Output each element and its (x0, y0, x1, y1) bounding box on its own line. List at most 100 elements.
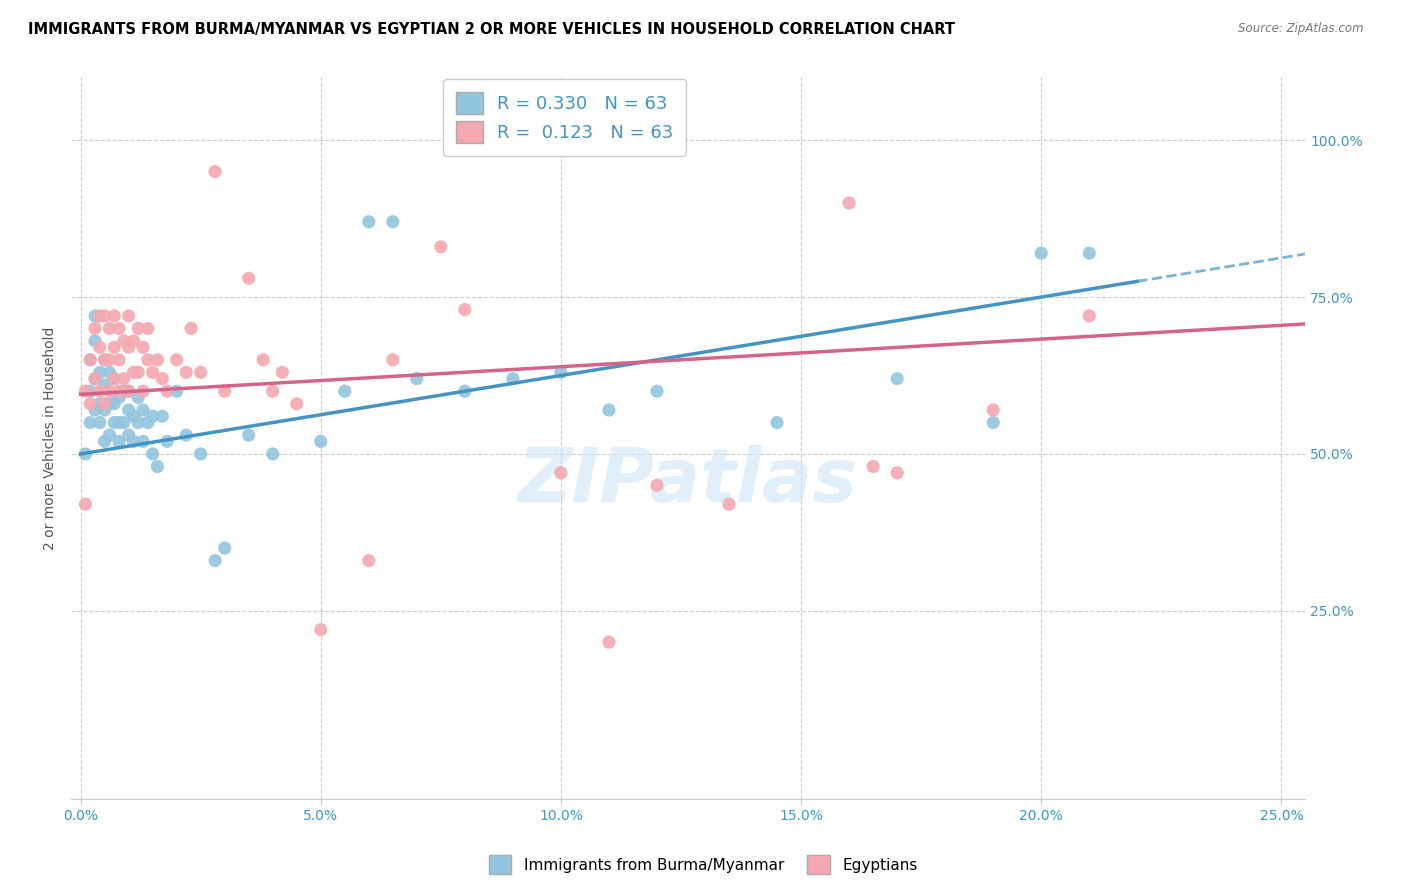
Point (204, 553, 226, 567)
Point (381, 215, 404, 229)
Point (174, 428, 197, 442)
Point (98, 384, 121, 399)
Point (98, 397, 121, 411)
Point (146, 459, 169, 474)
Point (89, 365, 111, 379)
Point (766, 416, 789, 430)
Point (886, 466, 908, 480)
Point (93, 434, 115, 449)
Point (112, 416, 135, 430)
Point (238, 271, 260, 285)
Point (103, 416, 125, 430)
Point (886, 371, 908, 385)
Point (127, 321, 149, 335)
Point (112, 334, 135, 348)
Point (79, 397, 101, 411)
Point (150, 409, 173, 424)
Point (166, 352, 188, 367)
Point (136, 321, 159, 335)
Point (108, 321, 131, 335)
Point (122, 434, 145, 449)
Point (103, 340, 125, 354)
Point (108, 434, 131, 449)
Point (117, 309, 139, 323)
Point (357, 553, 380, 567)
Text: ZIPatlas: ZIPatlas (519, 445, 858, 518)
Legend: R = 0.330   N = 63, R =  0.123   N = 63: R = 0.330 N = 63, R = 0.123 N = 63 (443, 79, 686, 156)
Point (357, 215, 380, 229)
Point (84, 309, 107, 323)
Point (150, 371, 173, 385)
Point (108, 416, 131, 430)
Point (132, 384, 155, 399)
Point (132, 434, 155, 449)
Point (550, 466, 572, 480)
Point (454, 302, 477, 317)
Point (89, 397, 111, 411)
Point (214, 541, 236, 555)
Point (84, 321, 107, 335)
Text: IMMIGRANTS FROM BURMA/MYANMAR VS EGYPTIAN 2 OR MORE VEHICLES IN HOUSEHOLD CORREL: IMMIGRANTS FROM BURMA/MYANMAR VS EGYPTIA… (28, 22, 955, 37)
Point (75, 497, 97, 511)
Point (862, 459, 884, 474)
Point (204, 164, 226, 178)
Point (117, 340, 139, 354)
Point (271, 365, 294, 379)
Point (127, 391, 149, 405)
Point (430, 240, 453, 254)
Point (93, 352, 115, 367)
Point (122, 365, 145, 379)
Point (718, 497, 741, 511)
Point (309, 623, 332, 637)
Point (89, 340, 111, 354)
Point (79, 416, 101, 430)
Point (156, 434, 179, 449)
Point (180, 321, 202, 335)
Point (89, 416, 111, 430)
Point (89, 384, 111, 399)
Point (838, 196, 860, 211)
Point (117, 403, 139, 417)
Point (98, 428, 121, 442)
Point (381, 352, 404, 367)
Point (238, 428, 260, 442)
Point (190, 365, 212, 379)
Point (117, 428, 139, 442)
Point (84, 334, 107, 348)
Point (127, 365, 149, 379)
Point (75, 384, 97, 399)
Y-axis label: 2 or more Vehicles in Household: 2 or more Vehicles in Household (44, 326, 58, 550)
Point (79, 384, 101, 399)
Point (79, 352, 101, 367)
Point (93, 397, 115, 411)
Point (1078, 309, 1101, 323)
Point (103, 371, 125, 385)
Point (262, 447, 284, 461)
Point (142, 365, 165, 379)
Point (127, 416, 149, 430)
Point (1078, 246, 1101, 260)
Point (112, 371, 135, 385)
Point (108, 384, 131, 399)
Point (117, 384, 139, 399)
Point (89, 309, 111, 323)
Point (122, 334, 145, 348)
Point (502, 371, 524, 385)
Point (166, 384, 188, 399)
Point (103, 397, 125, 411)
Point (598, 635, 620, 649)
Point (103, 309, 125, 323)
Point (103, 371, 125, 385)
Point (93, 403, 115, 417)
Point (132, 340, 155, 354)
Point (93, 309, 115, 323)
Point (252, 352, 274, 367)
Point (117, 384, 139, 399)
Legend: Immigrants from Burma/Myanmar, Egyptians: Immigrants from Burma/Myanmar, Egyptians (482, 849, 924, 880)
Point (84, 403, 107, 417)
Point (174, 365, 197, 379)
Point (156, 384, 179, 399)
Point (598, 403, 620, 417)
Point (75, 447, 97, 461)
Point (132, 403, 155, 417)
